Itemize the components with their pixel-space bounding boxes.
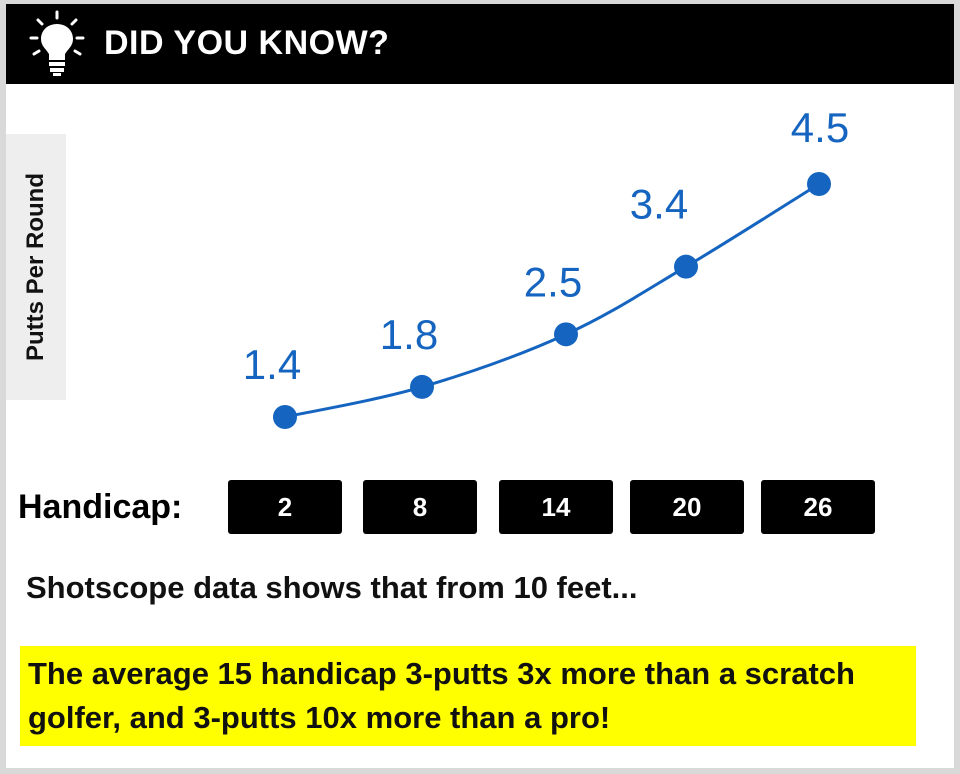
- x-axis-label: Handicap:: [18, 488, 183, 526]
- data-point: [674, 254, 698, 279]
- highlight-box: The average 15 handicap 3-putts 3x more …: [20, 646, 916, 746]
- data-label: 2.5: [524, 258, 582, 305]
- data-point: [410, 374, 434, 399]
- data-point: [273, 405, 297, 429]
- line-chart: 1.4 1.8 2.5 3.4 4.5: [243, 104, 849, 429]
- data-label: 1.8: [380, 311, 438, 358]
- x-tick-label: 20: [630, 480, 744, 534]
- header-title: DID YOU KNOW?: [104, 24, 390, 62]
- lightbulb-icon: [29, 10, 85, 76]
- x-tick-label: 8: [363, 480, 477, 534]
- note-text: Shotscope data shows that from 10 feet..…: [26, 570, 638, 605]
- y-axis-label-box: [6, 134, 66, 400]
- x-tick-label: 2: [228, 480, 342, 534]
- info-card: DID YOU KNOW? Putts Per Round 1.4 1.8 2.5 3…: [6, 4, 954, 768]
- data-label: 1.4: [243, 341, 301, 388]
- x-tick-label: 26: [761, 480, 875, 534]
- x-tick-label: 14: [499, 480, 613, 534]
- data-point: [807, 172, 831, 196]
- highlight-text: The average 15 handicap 3-putts 3x more …: [28, 656, 855, 735]
- data-label: 4.5: [791, 104, 849, 151]
- data-label: 3.4: [630, 181, 688, 228]
- header-bar: DID YOU KNOW?: [6, 4, 954, 84]
- data-point: [554, 322, 578, 347]
